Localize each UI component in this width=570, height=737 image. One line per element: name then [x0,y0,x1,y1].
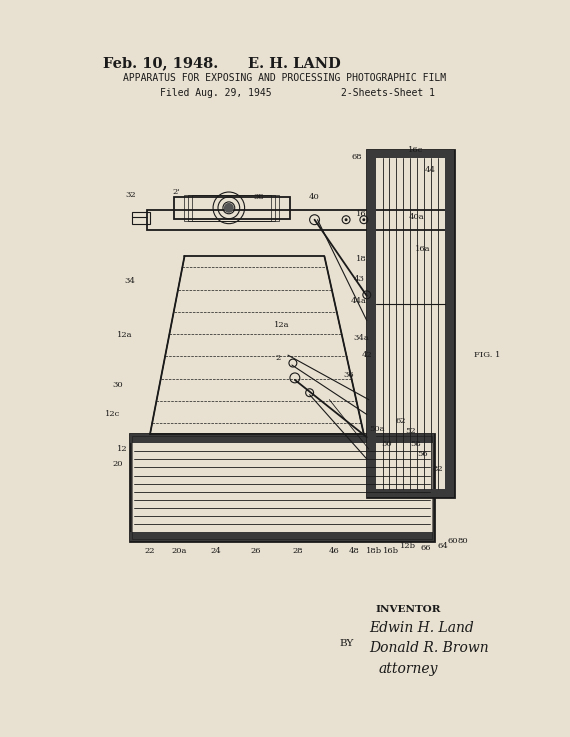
Text: 18b: 18b [365,547,382,555]
Text: 2-Sheets-Sheet 1: 2-Sheets-Sheet 1 [341,88,435,98]
Bar [132,436,432,539]
Text: 24: 24 [211,547,221,555]
Text: 12c: 12c [105,411,120,419]
Text: 22: 22 [145,547,155,555]
Text: Edwin H. Land: Edwin H. Land [369,621,474,635]
Bar [367,489,454,497]
Text: 44: 44 [424,167,435,174]
Text: 43: 43 [353,275,364,283]
Text: 50a: 50a [369,425,384,433]
Bar [367,150,376,497]
Text: 40a: 40a [408,213,424,221]
Text: 36: 36 [344,371,355,379]
Bar [367,150,454,497]
Text: 32: 32 [125,191,136,199]
Text: 68: 68 [352,153,363,161]
Text: APPARATUS FOR EXPOSING AND PROCESSING PHOTOGRAPHIC FILM: APPARATUS FOR EXPOSING AND PROCESSING PH… [124,74,446,83]
Text: attorney: attorney [378,662,438,676]
Text: 82: 82 [433,465,443,473]
Text: BY: BY [339,639,353,648]
Text: 30: 30 [112,381,123,389]
Text: 40: 40 [309,193,320,201]
Text: 42: 42 [361,351,372,359]
Text: 20a: 20a [172,547,188,555]
Text: 2: 2 [275,354,281,362]
Text: 26: 26 [250,547,260,555]
Text: 52: 52 [405,427,416,436]
Text: E. H. LAND: E. H. LAND [249,57,341,71]
Text: 80: 80 [457,537,467,545]
Bar [185,195,279,220]
Text: 16: 16 [356,210,366,217]
Bar [174,197,290,219]
Bar [131,434,434,443]
Bar [131,532,434,541]
Circle shape [224,203,234,213]
Bar [132,212,150,223]
Text: 12a: 12a [274,321,290,329]
Text: 44a: 44a [351,297,367,305]
Text: Donald R. Brown: Donald R. Brown [369,641,488,655]
Text: 34a: 34a [353,335,369,343]
Text: 12b: 12b [400,542,416,550]
Text: Filed Aug. 29, 1945: Filed Aug. 29, 1945 [160,88,272,98]
Text: 50: 50 [381,440,392,448]
Text: 38: 38 [253,193,264,201]
Bar [445,150,454,497]
Text: 58: 58 [410,440,421,448]
Text: 66: 66 [421,544,431,552]
Bar [367,150,454,158]
Bar [192,195,271,220]
Text: 16a: 16a [415,245,431,254]
Circle shape [363,218,365,221]
Bar [147,210,447,230]
Text: Feb. 10, 1948.: Feb. 10, 1948. [103,57,218,71]
Text: 28: 28 [292,547,303,555]
Text: 16b: 16b [384,547,400,555]
Text: 16c: 16c [409,147,424,155]
Text: 2': 2' [173,188,181,196]
Bar [131,434,434,541]
Text: INVENTOR: INVENTOR [376,605,441,615]
Text: 18: 18 [356,255,367,263]
Circle shape [345,218,348,221]
Text: 62: 62 [395,417,405,425]
Text: 34: 34 [125,277,136,285]
Text: 56: 56 [418,450,428,458]
Bar [189,195,275,220]
Text: FIG. 1: FIG. 1 [474,351,500,359]
Text: 12a: 12a [117,332,132,339]
Text: 60: 60 [447,537,458,545]
Text: 46: 46 [329,547,340,555]
Text: 48: 48 [348,547,360,555]
Text: 20: 20 [112,460,123,468]
Text: 64: 64 [437,542,448,550]
Text: 12: 12 [117,445,128,453]
